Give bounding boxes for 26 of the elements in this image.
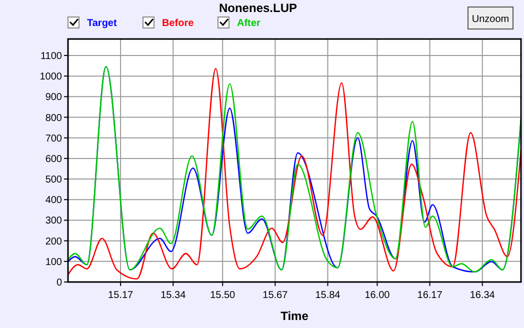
text: After: [237, 18, 260, 29]
x-tick-label: 15.17: [108, 290, 134, 301]
y-tick-label: 500: [45, 174, 62, 186]
y-tick-label: 0: [56, 278, 62, 288]
y-tick-label: 900: [45, 92, 62, 104]
y-tick-label: 600: [45, 154, 62, 165]
y-tick-label: 100: [45, 256, 62, 268]
x-axis-title: Time: [280, 309, 309, 323]
text: Target: [87, 18, 118, 29]
x-tick-label: 15.50: [210, 290, 236, 301]
y-tick-label: 1000: [40, 72, 62, 83]
x-tick-label: 15.84: [315, 290, 341, 301]
unzoom-button: Unzoom: [468, 6, 514, 30]
y-tick-label: 700: [45, 133, 62, 144]
chart-title: Nonenes.LUP: [218, 1, 298, 15]
x-tick-label: 16.00: [364, 290, 390, 301]
x-tick-label: 16.34: [470, 290, 496, 301]
y-tick-label: 300: [45, 216, 62, 227]
y-tick-label: 400: [45, 195, 62, 206]
y-tick-label: 800: [45, 112, 62, 124]
y-tick-label: 200: [45, 236, 62, 248]
x-tick-label: 16.17: [417, 290, 443, 301]
y-tick-label: 1100: [40, 50, 62, 62]
x-tick-label: 15.34: [160, 290, 186, 301]
x-tick-label: 15.67: [262, 290, 288, 301]
text: Before: [162, 18, 194, 29]
